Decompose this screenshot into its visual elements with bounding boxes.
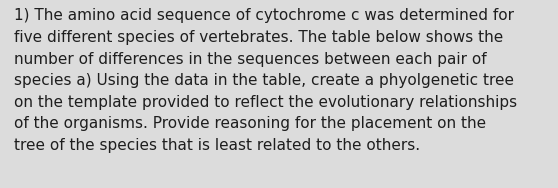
Text: 1) The amino acid sequence of cytochrome c was determined for
five different spe: 1) The amino acid sequence of cytochrome…: [14, 8, 517, 153]
